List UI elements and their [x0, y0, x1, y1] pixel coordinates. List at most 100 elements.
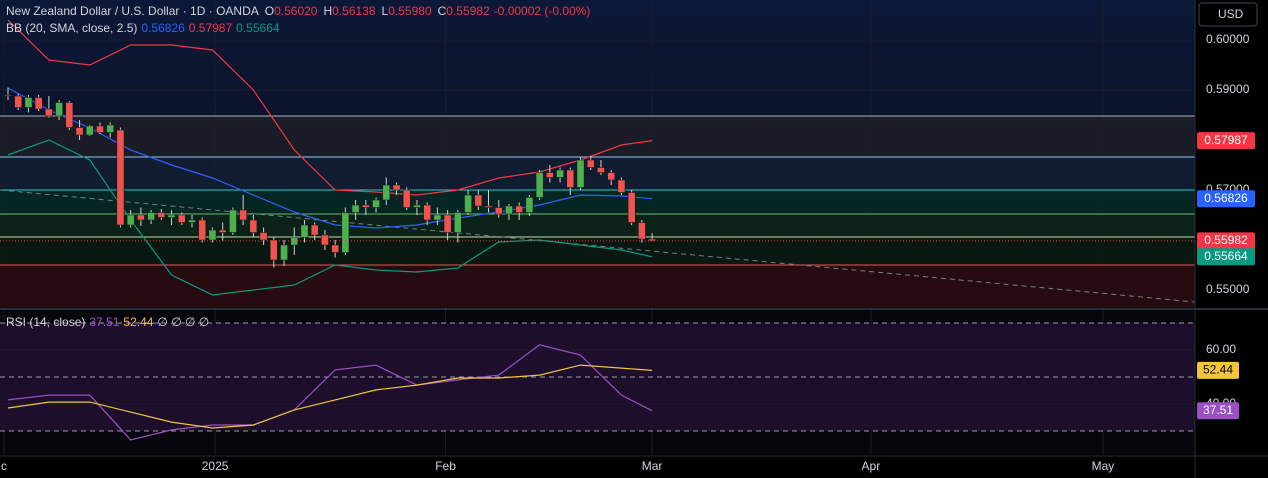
x-tick-label: Apr	[862, 459, 881, 473]
rsi-label-box	[1197, 361, 1239, 379]
bb-value: 0.56826	[141, 21, 185, 35]
zone	[0, 237, 1195, 265]
candle-body	[494, 207, 503, 215]
candle-body	[116, 129, 125, 226]
trendline	[0, 189, 1196, 303]
zone	[0, 116, 1195, 157]
candle-body	[341, 212, 350, 253]
candle-body	[75, 127, 84, 136]
y-tick-label: 0.55000	[1206, 282, 1250, 296]
ohlc-value: 0.55982	[446, 4, 490, 18]
indicator-line	[7, 19, 653, 196]
candle-body	[34, 97, 43, 110]
zone	[0, 265, 1195, 307]
candle-body	[14, 95, 23, 108]
candle-body	[464, 194, 472, 213]
price-label: 0.57987	[1204, 133, 1248, 147]
price-label-box	[1197, 190, 1255, 208]
price-label-box	[1197, 248, 1255, 266]
candle-body	[106, 124, 115, 133]
candle-body	[218, 229, 227, 233]
currency: USD	[1218, 7, 1244, 21]
ohlc-key: O	[265, 4, 274, 18]
candle-body	[382, 184, 391, 201]
candle-body	[515, 205, 524, 213]
price-label: 0.55664	[1204, 249, 1248, 263]
candle-body	[392, 184, 401, 191]
candle-body	[443, 214, 452, 233]
candle-body	[45, 108, 53, 117]
candle-body	[147, 212, 155, 221]
candle-body	[433, 214, 442, 221]
candle-body	[556, 169, 564, 178]
x-tick-label: 2025	[202, 459, 229, 473]
ohlc-value: 0.55980	[388, 4, 432, 18]
ohlc-key: C	[438, 4, 447, 18]
x-tick-label: May	[1092, 459, 1115, 473]
candle-body	[474, 194, 483, 207]
candle-body	[259, 232, 268, 241]
x-tick-label: Feb	[435, 459, 456, 473]
candle-body	[157, 212, 166, 218]
rsi-label: 52.44	[1203, 363, 1233, 377]
candle-body	[208, 229, 217, 241]
price-label-box	[1197, 132, 1255, 150]
change: -0.00002 (-0.00%)	[494, 4, 591, 18]
x-tick-label: Mar	[642, 459, 663, 473]
y-tick-label: 60.00	[1206, 342, 1236, 356]
indicator-line	[7, 344, 653, 441]
candle-body	[177, 214, 186, 223]
ohlc-value: 0.56020	[274, 4, 318, 18]
candle-body	[423, 204, 431, 221]
candle-body	[188, 219, 196, 223]
candle-body	[85, 125, 94, 136]
candle-body	[126, 214, 135, 226]
candle-body	[566, 169, 575, 188]
candle-body	[249, 219, 258, 233]
rsi-label: 37.51	[1203, 403, 1233, 417]
candle-body	[505, 205, 513, 215]
candle-body	[24, 97, 33, 108]
candle-body	[229, 209, 237, 233]
candle-body	[617, 179, 626, 193]
candle-body	[413, 204, 421, 208]
candle-body	[198, 219, 207, 241]
rsi-label-box	[1197, 402, 1239, 420]
candle-body	[4, 94, 12, 97]
candle-body	[454, 212, 462, 233]
candle-body	[535, 172, 544, 198]
zone	[0, 190, 1195, 214]
candle-body	[96, 125, 104, 133]
candle-body	[576, 159, 585, 188]
ohlc-key: L	[382, 4, 389, 18]
indicator-line	[7, 364, 653, 429]
rsi-title: RSI (14, close)	[6, 315, 85, 329]
candle-body	[280, 244, 288, 261]
candle-body	[310, 224, 319, 236]
candle-body	[351, 204, 360, 213]
price-label: 0.56826	[1204, 191, 1248, 205]
candle-body	[525, 197, 534, 213]
rsi-extra: ∅ ∅ ∅ ∅	[157, 315, 209, 329]
candle-body	[627, 192, 636, 223]
y-tick-label: 0.59000	[1206, 82, 1250, 96]
rsi-ma-value: 52.44	[123, 315, 153, 329]
symbol-title: New Zealand Dollar / U.S. Dollar · 1D · …	[6, 4, 259, 18]
candle-body	[55, 102, 63, 117]
bb-value: 0.57987	[189, 21, 233, 35]
header: New Zealand Dollar / U.S. Dollar · 1D · …	[6, 4, 590, 18]
price-label: 0.55982	[1204, 233, 1248, 247]
candle-body	[484, 205, 493, 208]
candle-body	[331, 244, 339, 253]
candle-body	[65, 102, 74, 128]
candle-body	[546, 172, 554, 178]
candle-body	[239, 209, 247, 221]
currency-button[interactable]	[1198, 2, 1258, 27]
rsi-value: 37.51	[89, 315, 119, 329]
y-tick-label: 0.60000	[1206, 32, 1250, 46]
candle-body	[648, 238, 656, 242]
candle-body	[300, 224, 309, 238]
ohlc-value: 0.56138	[332, 4, 376, 18]
x-tick-label: c	[1, 459, 7, 473]
